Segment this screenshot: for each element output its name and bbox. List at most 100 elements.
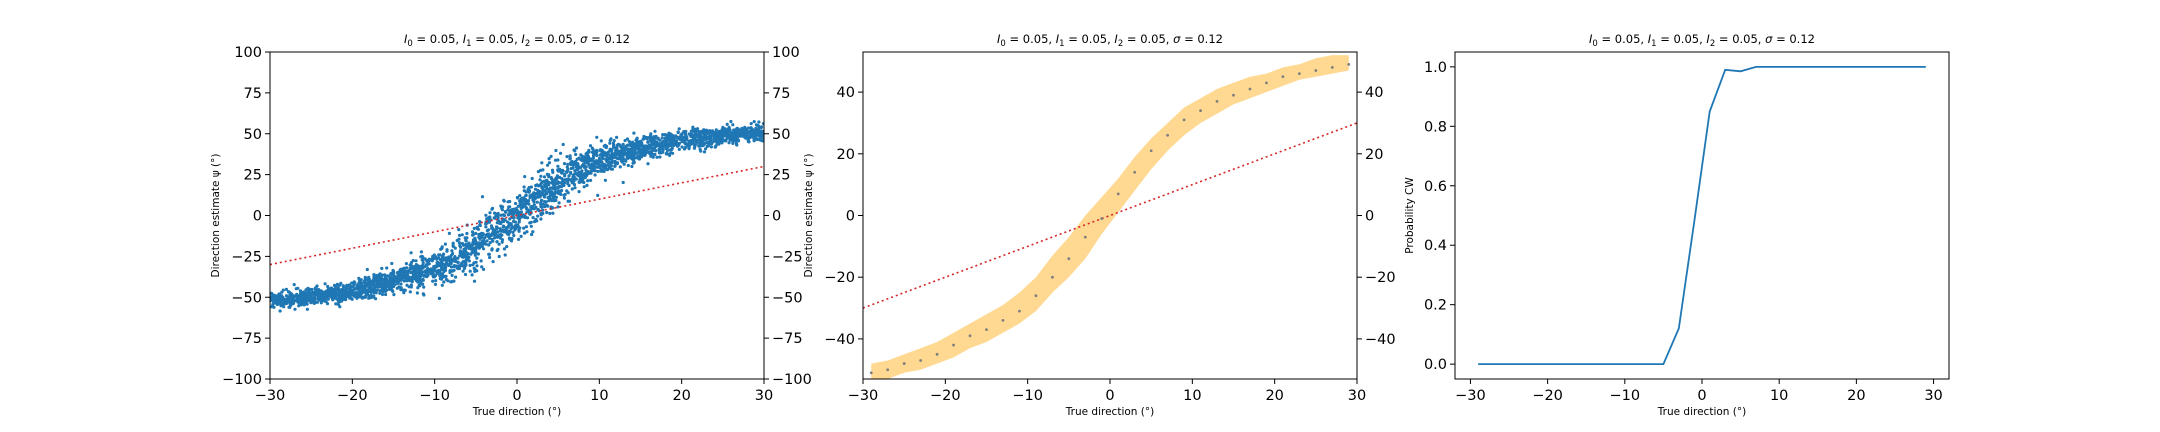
scatter-point: [475, 264, 479, 268]
scatter-point: [553, 184, 557, 188]
scatter-point: [562, 162, 567, 166]
chart-3: −30 −20 −10 0 10 20 30 0.0 0.2 0.4 0.6 0.8 1.0 True d…: [1404, 51, 1950, 418]
scatter-point: [568, 156, 572, 160]
scatter-point: [759, 126, 763, 130]
scatter-point: [530, 232, 534, 237]
x-axis-label: True direction (°): [1065, 406, 1154, 418]
scatter-point: [742, 135, 746, 139]
scatter-point: [599, 169, 603, 173]
scatter-point: [317, 296, 321, 300]
scatter-point: [720, 141, 724, 145]
scatter-point: [545, 210, 549, 215]
scatter-point: [584, 155, 588, 159]
scatter-point: [510, 225, 514, 229]
scatter-point: [294, 287, 298, 291]
scatter-point: [624, 152, 629, 156]
plot-area: [863, 55, 1357, 379]
scatter-point: [532, 203, 536, 207]
scatter-point: [463, 272, 468, 277]
scatter-point: [598, 148, 603, 152]
scatter-point: [415, 291, 419, 295]
scatter-point: [497, 233, 501, 237]
scatter-point: [654, 149, 658, 153]
scatter-point: [692, 143, 696, 147]
scatter-point: [397, 285, 401, 289]
scatter-point: [650, 136, 654, 140]
scatter-point: [474, 248, 478, 252]
scatter-point: [464, 247, 468, 252]
scatter-point: [757, 120, 761, 124]
scatter-point: [538, 178, 542, 182]
scatter-point: [655, 155, 659, 159]
scatter-point: [508, 217, 512, 221]
scatter-point: [382, 285, 386, 289]
scatter-point: [387, 274, 391, 278]
scatter-point: [756, 123, 760, 127]
x-tick-label: −10: [1012, 388, 1043, 404]
scatter-point: [566, 167, 570, 171]
scatter-point: [670, 147, 674, 152]
probability-line: [1478, 66, 1926, 365]
scatter-point: [498, 227, 502, 231]
scatter-point: [608, 154, 612, 158]
scatter-point: [631, 161, 635, 165]
axes-frame: [1454, 51, 1950, 380]
scatter-point: [615, 135, 619, 139]
scatter-point: [504, 226, 508, 230]
scatter-point: [435, 272, 439, 276]
scatter-point: [491, 260, 495, 264]
scatter-point: [539, 217, 543, 221]
scatter-point: [614, 150, 618, 154]
scatter-point: [536, 214, 540, 218]
scatter-point: [444, 265, 448, 270]
scatter-point: [372, 283, 376, 287]
scatter-point: [639, 153, 644, 158]
y-axis-label: Direction estimate ψ (°): [803, 153, 815, 277]
scatter-point: [348, 296, 352, 300]
x-tick-label: 10: [1183, 388, 1201, 404]
scatter-point: [449, 280, 453, 284]
scatter-point: [553, 190, 558, 194]
scatter-point: [524, 194, 528, 198]
scatter-point: [527, 202, 531, 206]
title-part: I: [1056, 32, 1060, 46]
scatter-point: [280, 296, 284, 300]
scatter-point: [421, 282, 425, 286]
scatter-point: [602, 162, 607, 167]
scatter-point: [287, 305, 291, 309]
scatter-point: [524, 190, 528, 194]
scatter-point: [384, 277, 388, 281]
mean-point: [869, 371, 873, 375]
scatter-point: [522, 226, 526, 230]
scatter-point: [758, 137, 762, 141]
title-part: I: [1114, 32, 1118, 46]
right-tick-label: 50: [772, 127, 790, 143]
scatter-point: [485, 217, 489, 221]
scatter-point: [299, 303, 303, 307]
y-tick-label: 0.4: [1424, 238, 1447, 254]
scatter-point: [680, 140, 684, 144]
scatter-point: [394, 277, 399, 281]
scatter-point: [373, 280, 377, 284]
scatter-point: [484, 225, 488, 229]
scatter-point: [731, 123, 735, 127]
scatter-point: [522, 214, 526, 219]
x-tick-label: 10: [590, 388, 608, 404]
scatter-point: [626, 143, 630, 147]
scatter-point: [595, 135, 599, 139]
scatter-point: [752, 137, 756, 141]
scatter-point: [663, 140, 668, 144]
scatter-point: [680, 135, 685, 139]
scatter-point: [416, 264, 420, 268]
title-part: I: [463, 32, 467, 46]
scatter-point: [712, 135, 717, 139]
scatter-point: [653, 152, 657, 157]
scatter-point: [333, 284, 337, 289]
scatter-point: [660, 136, 664, 140]
scatter-point: [579, 153, 583, 157]
right-tick-label: 0: [1365, 209, 1374, 225]
scatter-point: [547, 180, 551, 184]
scatter-point: [719, 131, 723, 135]
scatter-point: [341, 284, 345, 288]
scatter-point: [369, 294, 373, 298]
